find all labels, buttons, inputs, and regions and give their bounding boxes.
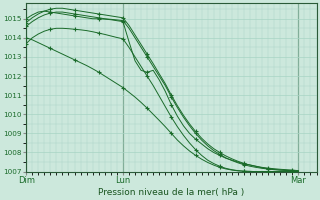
X-axis label: Pression niveau de la mer( hPa ): Pression niveau de la mer( hPa ): [98, 188, 244, 197]
